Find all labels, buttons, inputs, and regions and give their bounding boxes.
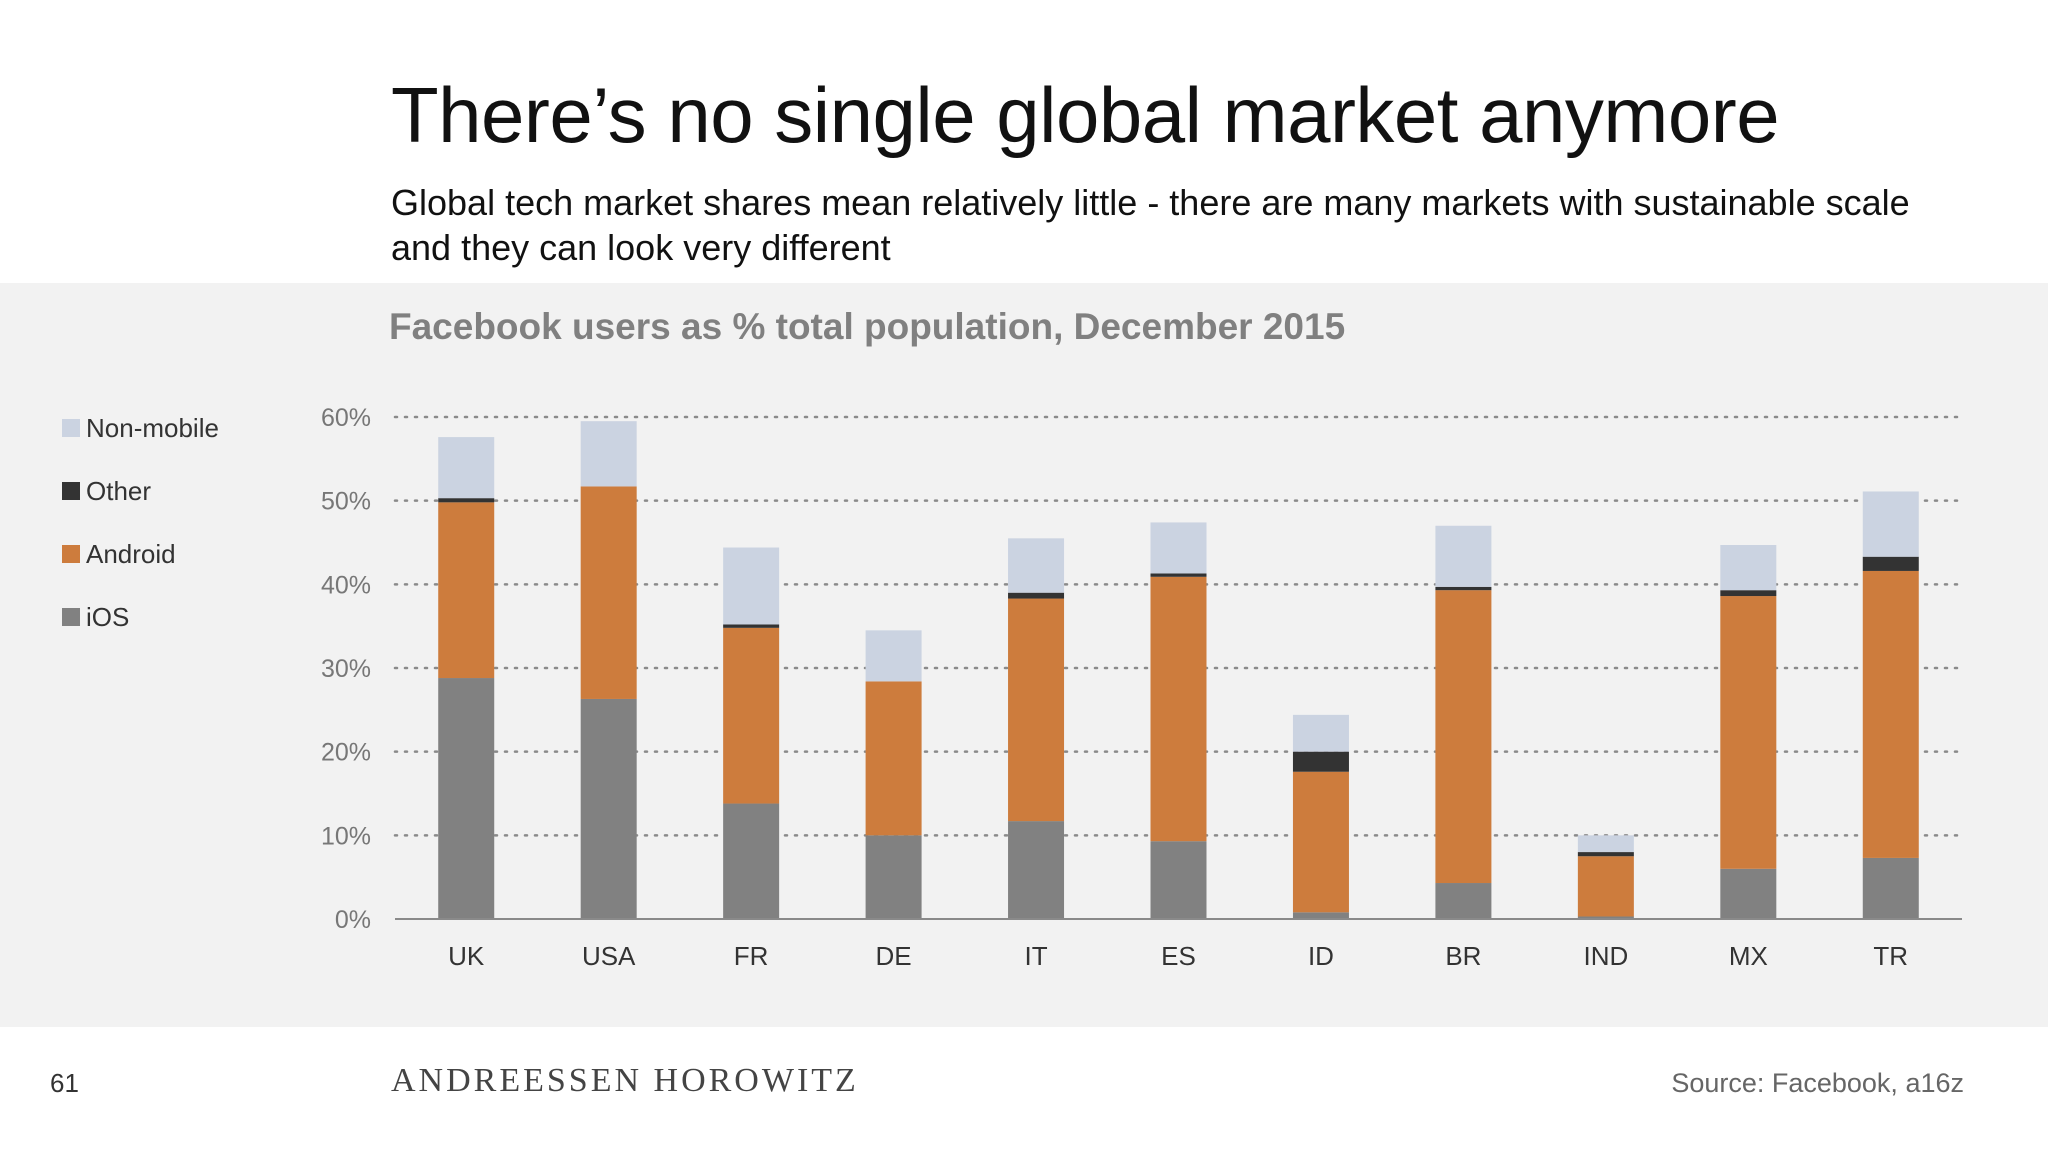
x-tick-label: DE	[876, 941, 912, 971]
bar-segment-ind-other	[1577, 852, 1634, 857]
bar-segment-usa-android	[580, 486, 637, 699]
bar-segment-mx-other	[1720, 590, 1777, 597]
brand-logo-text: ANDREESSEN HOROWITZ	[391, 1062, 859, 1099]
slide-subtitle: Global tech market shares mean relativel…	[391, 182, 1910, 268]
y-tick-label: 50%	[321, 488, 371, 516]
legend-item-ios: iOS	[62, 597, 129, 637]
bar-segment-ind-android	[1577, 856, 1634, 917]
bar-segment-br-non-mobile	[1435, 525, 1492, 587]
bar-segment-usa-non-mobile	[580, 421, 637, 487]
bar-segment-mx-android	[1720, 596, 1777, 869]
bar-segment-mx-ios	[1720, 868, 1777, 919]
bar-segment-ind-ios	[1577, 916, 1634, 919]
bar-segment-uk-ios	[438, 678, 495, 919]
bar-segment-tr-non-mobile	[1862, 491, 1919, 557]
legend-label-android: Android	[86, 538, 176, 569]
x-tick-label: TR	[1873, 941, 1908, 971]
legend-label-non-mobile: Non-mobile	[86, 412, 219, 443]
bar-segment-es-other	[1150, 573, 1207, 577]
legend-swatch-android	[62, 545, 80, 563]
bar-segment-mx-non-mobile	[1720, 545, 1777, 591]
bar-segment-uk-other	[438, 498, 495, 503]
bar-segment-tr-other	[1862, 556, 1919, 571]
source-note: Source: Facebook, a16z	[1671, 1068, 1964, 1098]
bar-segment-it-ios	[1008, 821, 1065, 919]
y-tick-label: 40%	[321, 571, 371, 599]
x-tick-label: ES	[1161, 941, 1196, 971]
x-tick-label: UK	[448, 941, 485, 971]
legend-item-other: Other	[62, 471, 151, 511]
y-tick-label: 30%	[321, 655, 371, 683]
bar-segment-uk-android	[438, 502, 495, 679]
chart-title: Facebook users as % total population, De…	[389, 306, 1346, 347]
x-tick-label: ID	[1308, 941, 1334, 971]
bar-segment-de-ios	[865, 835, 922, 919]
legend-swatch-ios	[62, 608, 80, 626]
bar-segment-es-ios	[1150, 841, 1207, 919]
bar-segment-br-other	[1435, 586, 1492, 591]
legend-item-non-mobile: Non-mobile	[62, 408, 219, 448]
bar-segment-fr-other	[723, 624, 780, 628]
y-tick-label: 20%	[321, 739, 371, 767]
bar-segment-br-android	[1435, 590, 1492, 884]
bar-segment-id-android	[1292, 771, 1349, 913]
legend-item-android: Android	[62, 534, 176, 574]
bar-segment-tr-ios	[1862, 857, 1919, 919]
bar-segment-it-non-mobile	[1008, 538, 1065, 593]
bar-segment-id-ios	[1292, 912, 1349, 919]
bar-segment-it-other	[1008, 592, 1065, 599]
bar-segment-id-other	[1292, 751, 1349, 772]
y-tick-label: 0%	[335, 906, 371, 934]
x-tick-label: FR	[734, 941, 769, 971]
bar-segment-usa-ios	[580, 698, 637, 919]
bar-segment-de-android	[865, 681, 922, 836]
bar-segment-fr-non-mobile	[723, 547, 780, 625]
legend-label-ios: iOS	[86, 601, 130, 632]
legend-swatch-other	[62, 482, 80, 500]
bar-segment-fr-ios	[723, 803, 780, 919]
bar-segment-ind-non-mobile	[1577, 835, 1634, 853]
bar-segment-id-non-mobile	[1292, 714, 1349, 752]
x-tick-label: USA	[582, 941, 636, 971]
legend-swatch-non-mobile	[62, 419, 80, 437]
bar-segment-tr-android	[1862, 570, 1919, 858]
bar-segment-de-non-mobile	[865, 630, 922, 682]
bar-segment-es-non-mobile	[1150, 522, 1207, 574]
legend-label-other: Other	[86, 475, 152, 506]
y-tick-label: 60%	[321, 404, 371, 432]
x-tick-label: MX	[1729, 941, 1768, 971]
bar-segment-it-android	[1008, 598, 1065, 822]
bar-segment-br-ios	[1435, 883, 1492, 919]
x-tick-label: IT	[1024, 941, 1047, 971]
slide-title: There’s no single global market anymore	[391, 71, 1780, 159]
x-tick-label: BR	[1445, 941, 1481, 971]
y-tick-label: 10%	[321, 822, 371, 850]
bar-segment-es-android	[1150, 576, 1207, 842]
page-number: 61	[50, 1068, 79, 1098]
x-tick-label: IND	[1583, 941, 1628, 971]
bar-segment-uk-non-mobile	[438, 437, 495, 499]
bar-segment-fr-android	[723, 627, 780, 804]
